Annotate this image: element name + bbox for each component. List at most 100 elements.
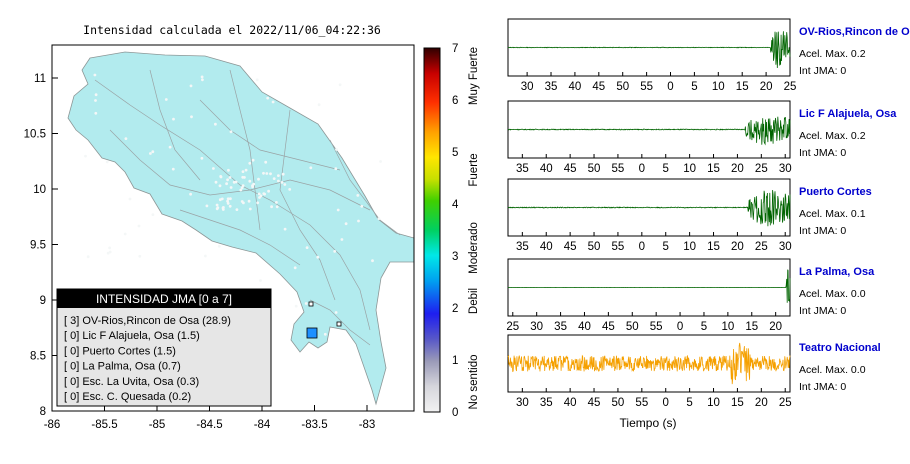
x-tick-label: 0 [663,397,669,409]
station-name: OV-Rios,Rincon de Osa [799,26,910,38]
town-dot [309,166,313,170]
town-dot [219,175,223,178]
map-y-axis: 11 10.5 10 9.5 9 8.5 8 [24,73,58,418]
colorbar-tick-label: 5 [452,147,458,159]
town-dot [247,199,251,203]
town-dot [138,254,142,258]
town-dot [228,204,232,208]
town-dot [262,192,266,196]
town-dot [227,168,230,172]
map-y-tick-label: 11 [34,73,46,85]
x-tick-label: 45 [602,321,615,333]
town-dot [164,98,168,101]
costa-rica-landmass [67,51,414,406]
town-dot [94,93,98,97]
map-x-tick-label: -83.5 [301,419,327,431]
x-tick-label: 10 [721,321,734,333]
colorbar-tick-label: 2 [452,303,458,315]
seismogram-panel: 30 35 40 45 50 55 0 5 10 15 20 25 Teatro Nacional Ace… [507,334,881,409]
x-tick-label: 30 [516,397,529,409]
town-dot [190,115,193,119]
int-jma: Int JMA: 0 [799,147,846,159]
map-y-tick-label: 10 [33,184,46,196]
x-tick-label: 20 [769,321,782,333]
int-jma: Int JMA: 0 [799,305,846,317]
town-dot [275,201,278,204]
x-tick-label: 30 [530,321,543,333]
acel-max: Acel. Max. 0.1 [799,208,866,220]
map-x-tick-label: -84 [254,419,271,431]
town-dot [241,170,245,174]
town-dot [229,197,232,201]
x-tick-label: 45 [592,81,605,93]
town-dot [335,148,338,151]
seismogram-panel: 25 30 35 40 45 50 55 0 5 10 15 20 La Palma, Osa Acel.… [506,258,875,333]
town-dot [242,201,245,205]
x-tick-label: 15 [736,81,749,93]
waveform-trace [507,269,791,303]
town-dot [151,213,155,217]
town-dot [189,192,193,196]
legend-header-bar [57,289,271,308]
town-dot [108,250,112,254]
legend-box [56,288,272,407]
x-tick-label: 10 [683,163,696,175]
town-dot [356,194,360,197]
x-tick-label: 15 [707,163,720,175]
legend-row: [ 3] OV-Rios,Rincon de Osa (28.9) [64,315,231,327]
town-dot [283,183,287,186]
x-tick-label: 35 [545,81,558,93]
x-tick-label: 20 [731,163,744,175]
town-dot [239,188,243,192]
map-y-tick-label: 9.5 [30,240,46,252]
acel-max: Acel. Max. 0.2 [799,130,866,142]
town-dot [201,78,204,82]
map-x-tick-label: -86 [44,419,61,431]
town-dot [280,181,284,184]
town-dot [304,302,308,305]
colorbar-category-label: Muy Fuerte [468,47,480,105]
town-dot [123,232,127,236]
seismogram-panel: 30 35 40 45 50 55 0 5 10 15 20 25 OV-Rios,Rincon de … [507,18,910,93]
town-dot [217,244,221,248]
town-dot [212,167,215,170]
waveform-trace [508,116,791,146]
town-dot [275,205,279,209]
station-name: Lic F Alajuela, Osa [799,108,897,120]
x-tick-label: 40 [540,163,553,175]
town-dot [259,279,262,282]
town-dot [371,259,374,263]
x-tick-label: 50 [588,241,601,253]
x-tick-label: 10 [707,397,720,409]
legend-rows: [ 3] OV-Rios,Rincon de Osa (28.9) [ 0] Li… [64,315,231,403]
town-dot [218,184,222,188]
x-tick-label: 0 [639,163,645,175]
colorbar: 7 6 5 4 3 2 1 0 Muy Fuerte Fuerte Moderado Debil No… [423,43,480,419]
x-tick-label: 55 [650,321,663,333]
town-dot [226,197,230,201]
town-dot [226,202,230,205]
x-tick-label: 0 [667,81,673,93]
x-tick-label: 55 [612,241,625,253]
colorbar-tick-label: 0 [452,407,458,419]
town-dot [257,177,260,181]
legend-row: [ 0] Puerto Cortes (1.5) [64,345,176,357]
town-dot [294,304,298,308]
town-dot [243,176,246,179]
town-dot [357,219,360,223]
x-tick-label: 35 [516,163,529,175]
town-dot [277,179,280,183]
x-tick-label: 10 [712,81,725,93]
town-dot [225,182,229,186]
map-x-tick-label: -85 [149,419,166,431]
town-dot [288,188,292,191]
x-tick-label: 50 [616,81,629,93]
map-x-tick-label: -83 [359,419,376,431]
town-dot [281,172,285,176]
colorbar-category-label: Debil [468,288,480,314]
town-dot [214,180,218,184]
int-jma: Int JMA: 0 [799,225,846,237]
town-dot [240,186,244,190]
x-tick-label: 40 [578,321,591,333]
